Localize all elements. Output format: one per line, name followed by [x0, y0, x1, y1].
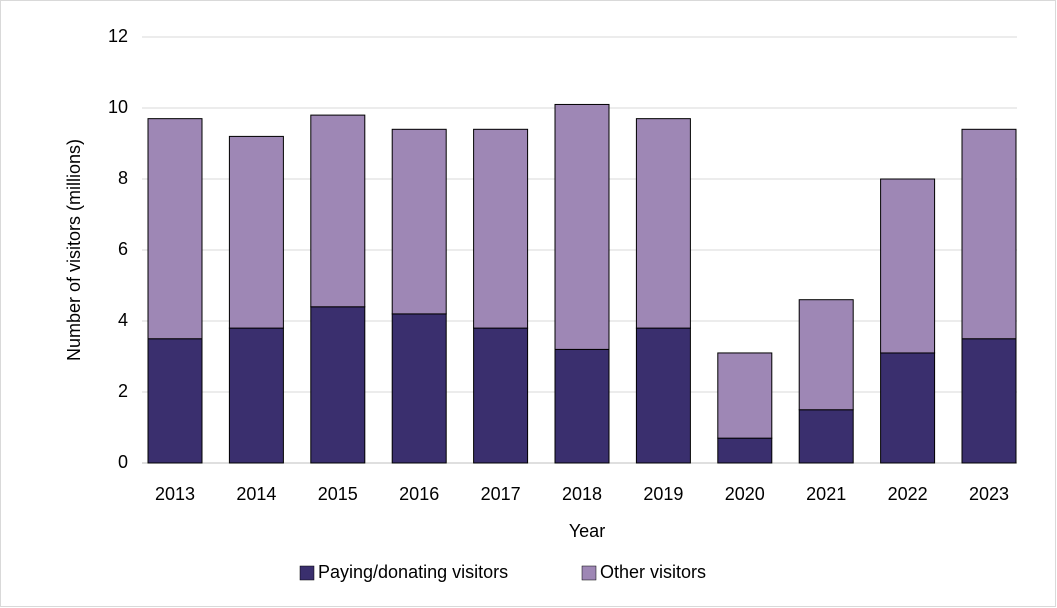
bar-segment [473, 327, 529, 464]
x-tick-label: 2017 [481, 484, 521, 504]
x-tick-label: 2023 [969, 484, 1009, 504]
y-tick-label: 10 [108, 97, 128, 117]
bar-segment [961, 338, 1017, 464]
y-tick-label: 0 [118, 452, 128, 472]
x-tick-label: 2019 [643, 484, 683, 504]
bar-segment [228, 135, 284, 329]
bar-segment [635, 118, 691, 329]
bar-segment [635, 327, 691, 464]
bar-segment [880, 178, 936, 354]
x-tick-label: 2021 [806, 484, 846, 504]
x-tick-label: 2022 [888, 484, 928, 504]
y-tick-label: 6 [118, 239, 128, 259]
x-tick-label: 2016 [399, 484, 439, 504]
x-tick-label: 2013 [155, 484, 195, 504]
bar-segment [798, 409, 854, 464]
y-tick-label: 2 [118, 381, 128, 401]
bar-segment [717, 352, 773, 439]
bar-segment [310, 114, 366, 308]
x-tick-label: 2018 [562, 484, 602, 504]
bar-segment [473, 128, 529, 329]
bar-segment [798, 299, 854, 411]
bar-segment [147, 118, 203, 340]
legend-label: Other visitors [600, 562, 706, 582]
bar-segment [554, 103, 610, 350]
legend-swatch [299, 565, 315, 581]
bar-segment [391, 128, 447, 315]
x-tick-label: 2020 [725, 484, 765, 504]
y-tick-label: 12 [108, 26, 128, 46]
y-tick-label: 8 [118, 168, 128, 188]
bar-segment [554, 348, 610, 464]
bar-segment [147, 338, 203, 464]
bar-segment [961, 128, 1017, 340]
bar-segment [717, 437, 773, 464]
legend-label: Paying/donating visitors [318, 562, 508, 582]
bar-segment [310, 306, 366, 464]
y-tick-label: 4 [118, 310, 128, 330]
bar-segment [391, 313, 447, 464]
y-axis-title: Number of visitors (millions) [64, 139, 84, 361]
bar-segment [880, 352, 936, 464]
x-tick-label: 2015 [318, 484, 358, 504]
x-axis-title: Year [569, 521, 605, 541]
x-tick-label: 2014 [236, 484, 276, 504]
bar-segment [228, 327, 284, 464]
legend-swatch [581, 565, 597, 581]
